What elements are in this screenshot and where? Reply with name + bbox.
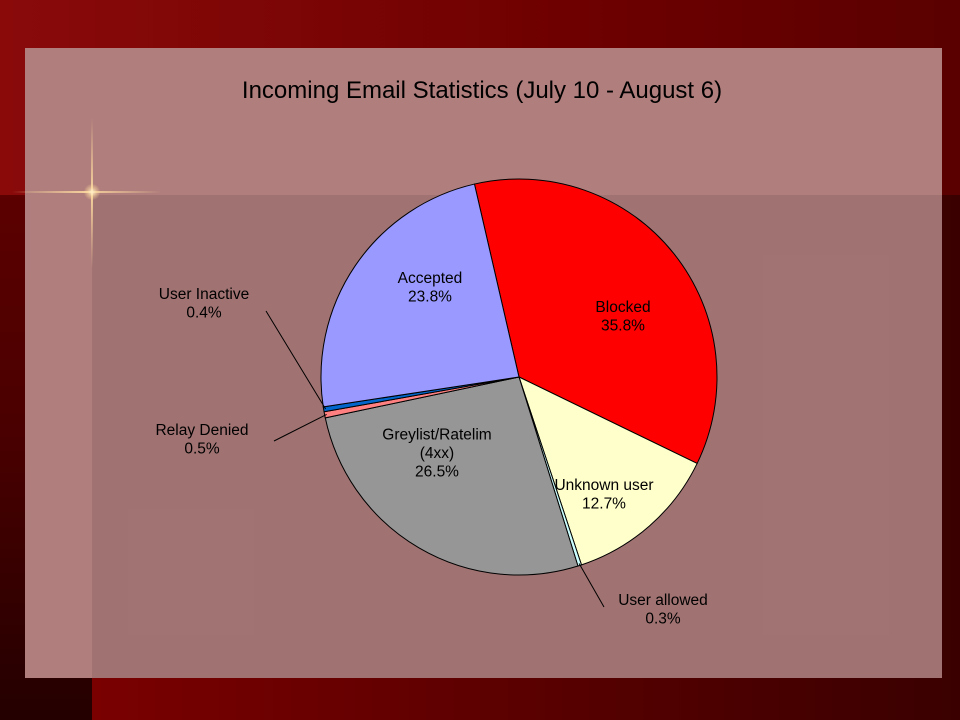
pie-slice-accepted [320, 183, 520, 408]
leader-line-relay-denied [273, 414, 327, 442]
slice-label-unknown-user: Unknown user 12.7% [554, 477, 653, 513]
slice-label-user-inactive: User Inactive 0.4% [159, 286, 249, 322]
slice-label-line: Greylist/Ratelim [382, 427, 491, 444]
slice-label-line: 23.8% [408, 288, 452, 305]
slice-label-accepted: Accepted 23.8% [398, 270, 463, 306]
slice-label-line: User allowed [618, 592, 708, 609]
slice-label-line: 0.3% [645, 610, 681, 627]
slice-label-user-allowed: User allowed 0.3% [618, 592, 708, 628]
slice-label-relay-denied: Relay Denied 0.5% [155, 422, 248, 458]
slice-label-line: Accepted [398, 270, 463, 287]
slice-labels: Blocked 35.8% Unknown user 12.7% User allowe… [155, 270, 707, 628]
slice-label-line: 35.8% [601, 317, 645, 334]
chart-title: Incoming Email Statistics (July 10 - Aug… [242, 77, 722, 104]
slice-label-line: 12.7% [582, 495, 626, 512]
slice-label-line: (4xx) [420, 445, 454, 462]
pie-slice-blocked [473, 178, 718, 465]
pie-slices [320, 178, 718, 576]
slice-label-line: 26.5% [415, 464, 459, 481]
leader-line-user-inactive [265, 310, 327, 410]
slice-label-line: Blocked [595, 299, 650, 316]
slice-label-line: 0.4% [186, 304, 222, 321]
leader-lines [265, 310, 605, 608]
slice-label-blocked: Blocked 35.8% [595, 299, 650, 335]
slice-label-greylist-ratelim-4xx: Greylist/Ratelim (4xx) 26.5% [382, 427, 491, 481]
pie-slice-greylist-ratelim-4xx [324, 376, 579, 576]
slice-label-line: Relay Denied [155, 422, 248, 439]
slice-label-line: User Inactive [159, 286, 249, 303]
leader-line-user-allowed [578, 563, 605, 608]
slice-label-line: Unknown user [554, 477, 653, 494]
sparkle-icon [84, 184, 100, 200]
slice-label-line: 0.5% [184, 440, 220, 457]
pie-slice-unknown-user [518, 376, 698, 566]
